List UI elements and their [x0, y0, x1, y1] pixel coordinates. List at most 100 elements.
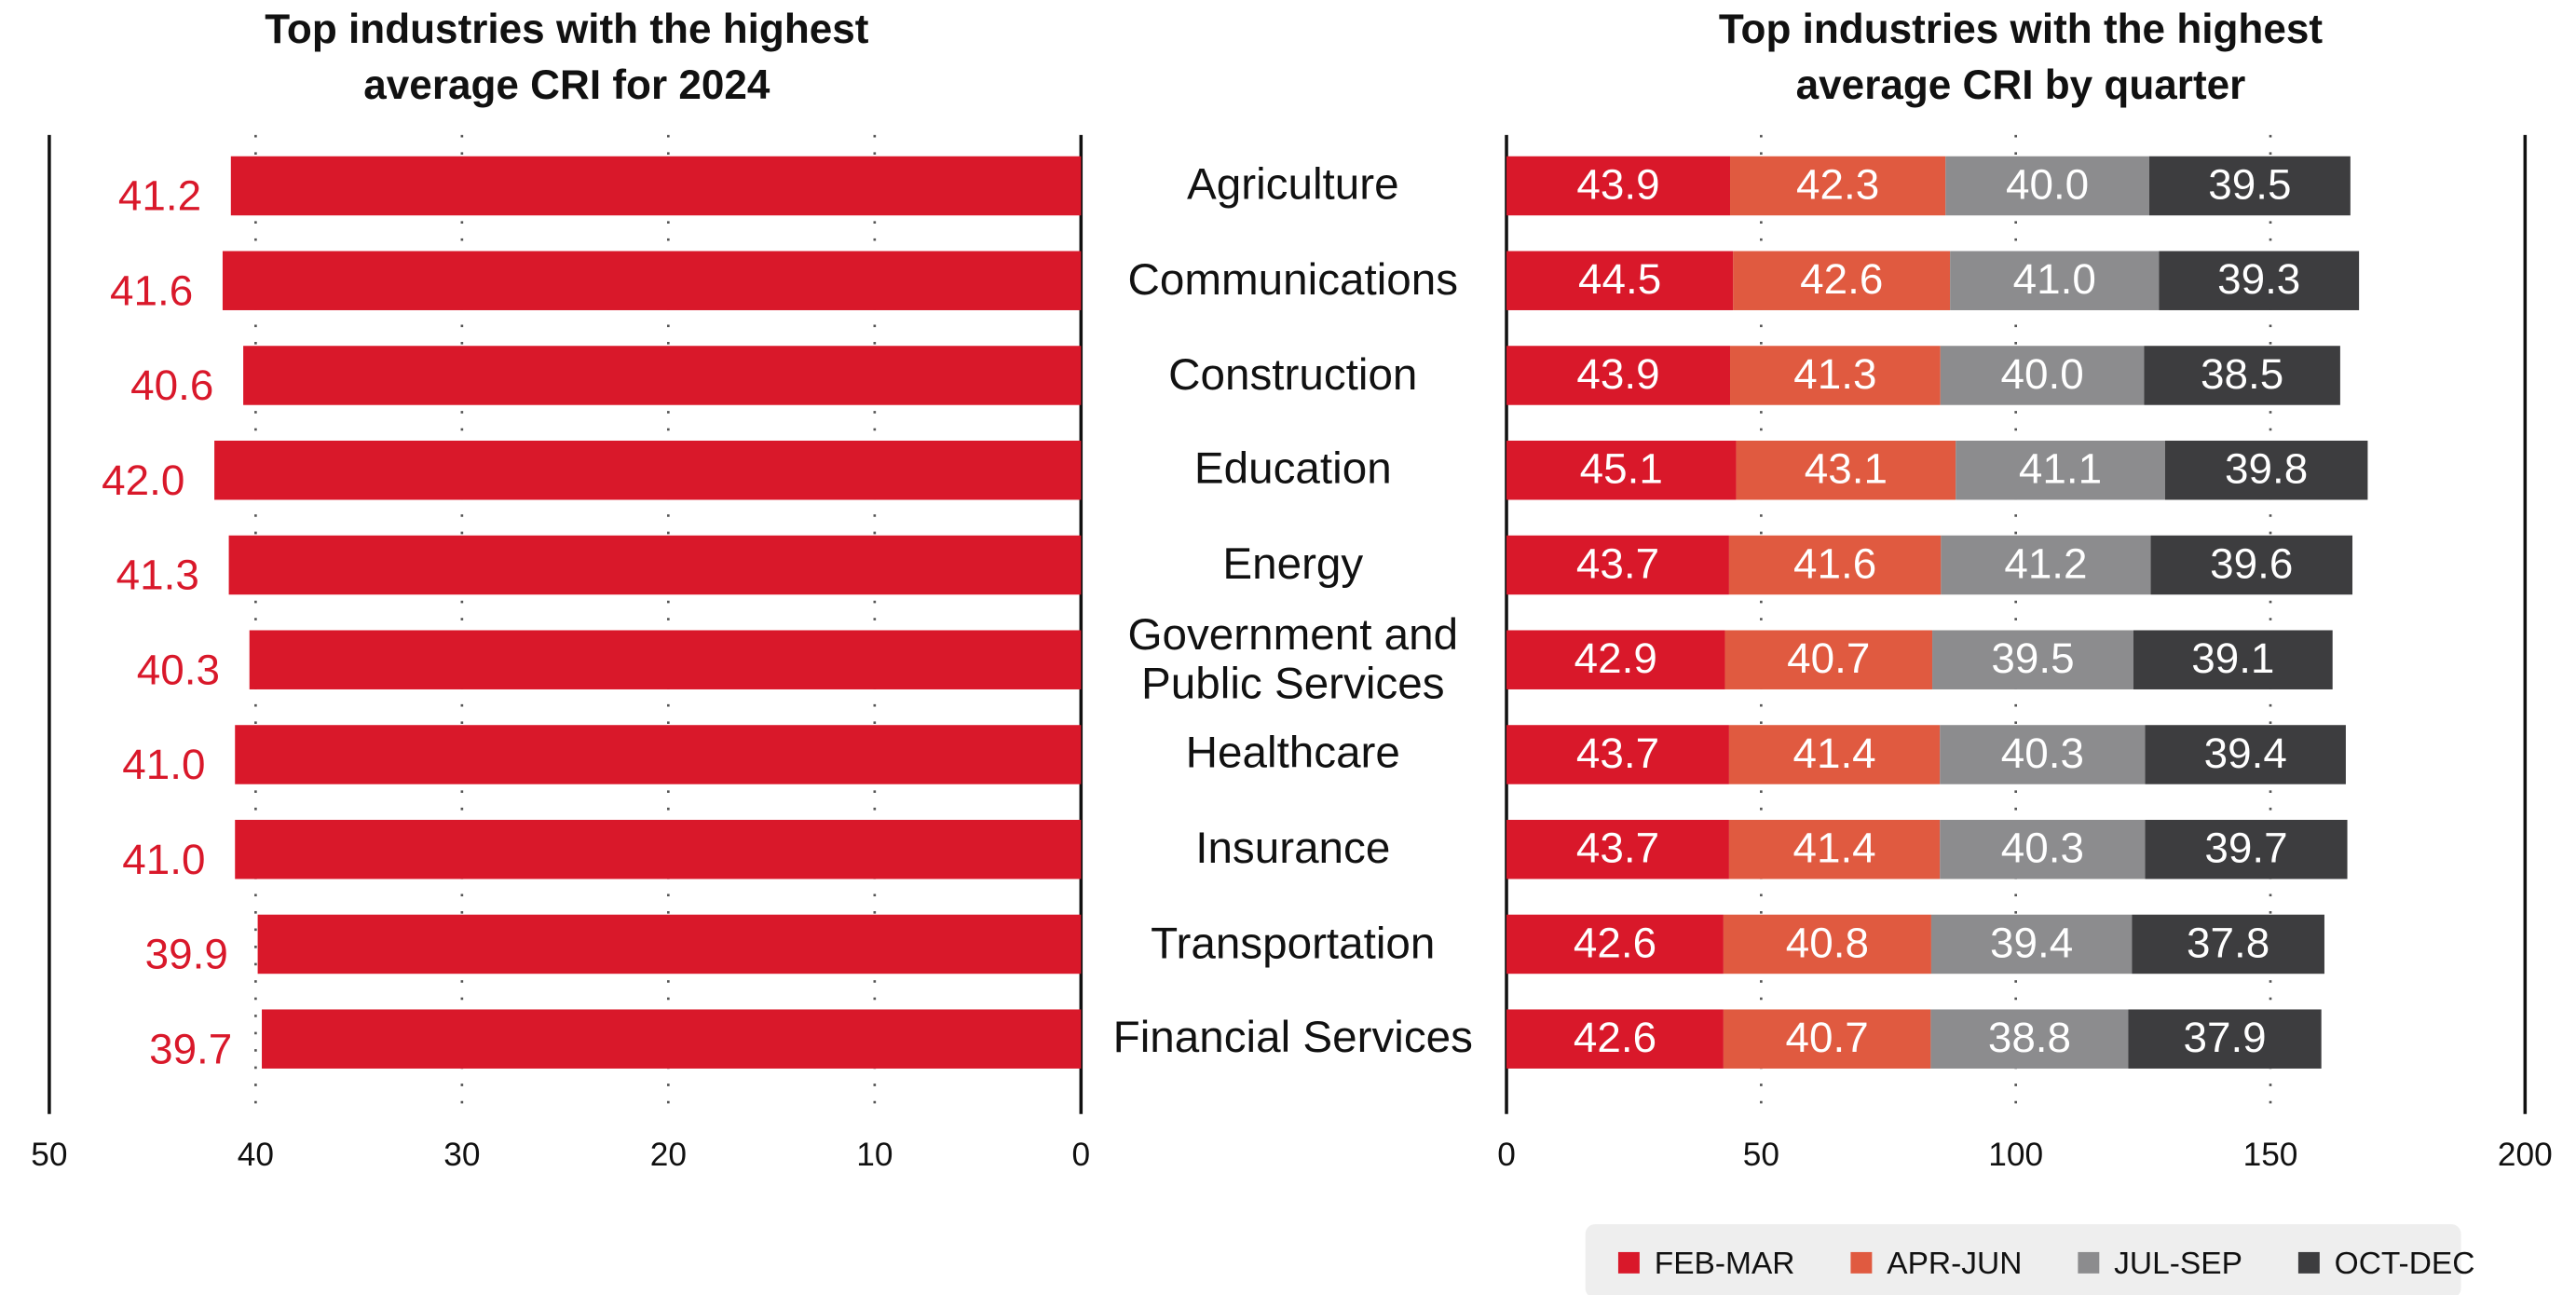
value-label: 41.6 — [110, 266, 193, 314]
value-label: 39.8 — [2225, 445, 2308, 493]
bar-segment — [1506, 630, 1725, 689]
category-label-box: Energy — [1222, 538, 1364, 589]
value-label: 37.9 — [2183, 1014, 2266, 1061]
bar-segment — [2128, 1009, 2322, 1069]
value-label: 40.6 — [130, 361, 213, 409]
bar-segment — [1506, 346, 1731, 405]
value-label: 37.8 — [2187, 919, 2269, 966]
bar — [214, 440, 1082, 500]
x-tick-label: 20 — [650, 1137, 687, 1173]
bar-segment — [2132, 914, 2324, 975]
value-label: 43.7 — [1576, 539, 1659, 587]
bar-segment — [2144, 346, 2340, 405]
legend-label: APR-JUN — [1887, 1247, 2022, 1281]
category-label: Agriculture — [1186, 159, 1399, 210]
category-label: Construction — [1168, 349, 1418, 399]
bar-segment — [1941, 535, 2151, 595]
value-label: 43.9 — [1576, 160, 1659, 208]
chart-title-box: Top industries with the highest average … — [1718, 7, 2324, 109]
legend-swatch — [2297, 1251, 2320, 1274]
bar-segment — [1940, 725, 2146, 784]
bar-segment — [2145, 819, 2348, 879]
bar-segment — [1506, 819, 1729, 879]
bar-segment — [1506, 1009, 1724, 1069]
value-label: 39.7 — [149, 1025, 232, 1072]
value-label: 41.1 — [2019, 445, 2102, 493]
legend-label: FEB-MAR — [1655, 1247, 1795, 1281]
value-label: 41.3 — [116, 552, 199, 599]
x-tick-label: 0 — [1497, 1137, 1516, 1173]
value-label: 39.3 — [2217, 255, 2300, 303]
value-label: 39.4 — [1990, 919, 2073, 966]
bar — [243, 346, 1082, 405]
bar-segment — [1950, 251, 2160, 310]
bar-segment — [1506, 251, 1734, 310]
value-label: 42.0 — [102, 457, 184, 504]
value-label: 39.6 — [2210, 539, 2293, 587]
bar-segment — [1733, 251, 1951, 310]
category-label: Government and Public Services — [1127, 610, 1459, 708]
value-label: 43.7 — [1576, 729, 1659, 777]
chart-title: Top industries with the highest average … — [265, 7, 869, 109]
value-label: 39.1 — [2191, 634, 2274, 682]
category-label-box: Government and Public Services — [1127, 610, 1459, 708]
value-label: 41.4 — [1792, 825, 1875, 872]
bar-segment — [1728, 819, 1941, 879]
value-label: 41.2 — [2004, 539, 2087, 587]
value-label: 42.6 — [1800, 255, 1883, 303]
legend-box — [1585, 1223, 2461, 1295]
value-label: 43.7 — [1576, 825, 1659, 872]
category-label-box: Agriculture — [1186, 159, 1399, 210]
bar-segment — [1956, 440, 2165, 500]
category-label-box: Insurance — [1195, 823, 1391, 873]
category-label: Healthcare — [1185, 729, 1400, 778]
bar-segment — [2145, 725, 2346, 784]
value-label: 42.3 — [1796, 160, 1879, 208]
bar-segment — [2159, 251, 2360, 310]
value-label: 44.5 — [1578, 255, 1661, 303]
category-label-box: Construction — [1168, 349, 1418, 399]
legend-swatch — [1617, 1251, 1640, 1274]
bar — [257, 914, 1082, 975]
category-label: Financial Services — [1112, 1013, 1473, 1063]
category-label-box: Transportation — [1151, 919, 1435, 967]
value-label: 43.1 — [1805, 445, 1888, 493]
bar-segment — [1724, 630, 1933, 689]
category-label: Insurance — [1195, 823, 1391, 873]
value-label: 40.0 — [2006, 160, 2089, 208]
bar-segment — [1723, 914, 1931, 975]
category-label-box: Financial Services — [1112, 1013, 1473, 1063]
bar — [230, 156, 1082, 216]
value-label: 41.0 — [2013, 255, 2096, 303]
bar-segment — [1723, 1009, 1931, 1069]
bar — [228, 535, 1082, 595]
bar-segment — [1932, 630, 2133, 689]
bar-segment — [1506, 535, 1729, 595]
legend-label: JUL-SEP — [2114, 1247, 2242, 1281]
value-label: 42.6 — [1574, 1014, 1656, 1061]
bar-segment — [1730, 346, 1941, 405]
x-tick-label: 100 — [1988, 1137, 2043, 1173]
value-label: 40.0 — [2001, 350, 2084, 398]
value-label: 39.7 — [2204, 825, 2287, 872]
value-label: 39.4 — [2204, 729, 2287, 777]
category-label-box: Education — [1194, 444, 1392, 493]
value-label: 41.3 — [1793, 350, 1876, 398]
category-label-box: Healthcare — [1185, 729, 1400, 778]
value-label: 41.0 — [122, 741, 205, 788]
legend-label: OCT-DEC — [2335, 1247, 2475, 1281]
value-label: 42.6 — [1574, 919, 1656, 966]
bar-segment — [1930, 914, 2133, 975]
bar — [222, 251, 1082, 310]
bar-segment — [1506, 914, 1724, 975]
category-label: Communications — [1127, 254, 1459, 305]
value-label: 41.2 — [118, 172, 201, 220]
chart-title: Top industries with the highest average … — [1718, 7, 2324, 109]
category-label: Energy — [1222, 538, 1364, 589]
bar-segment — [2164, 440, 2368, 500]
x-tick-label: 50 — [31, 1137, 67, 1173]
bar-segment — [2150, 535, 2353, 595]
value-label: 41.6 — [1793, 539, 1876, 587]
chart-title-box: Top industries with the highest average … — [265, 7, 869, 109]
